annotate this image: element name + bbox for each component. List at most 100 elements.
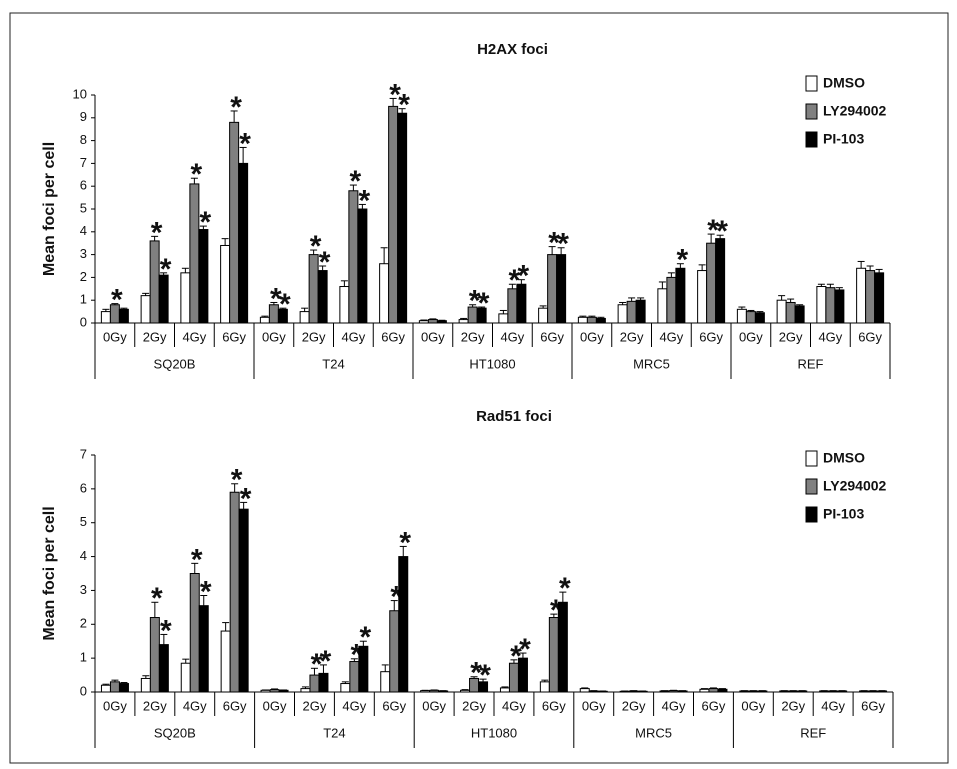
significance-star: *	[160, 614, 172, 647]
significance-star: *	[151, 216, 163, 249]
group-label: HT1080	[471, 725, 517, 740]
significance-star: *	[518, 260, 530, 293]
bar	[539, 681, 550, 693]
x-tick-label: 0Gy	[580, 329, 604, 344]
bar	[389, 610, 400, 693]
x-tick-label: 0Gy	[582, 698, 606, 713]
y-tick-label: 0	[80, 314, 87, 329]
significance-star: *	[191, 543, 203, 576]
significance-star: *	[359, 184, 371, 217]
y-tick-label: 3	[80, 246, 87, 261]
bar	[668, 690, 679, 693]
bar	[499, 687, 510, 693]
legend-label: DMSO	[823, 450, 865, 466]
significance-star: *	[191, 158, 203, 191]
group-label: T24	[323, 725, 345, 740]
significance-star: *	[399, 526, 411, 559]
bar	[380, 671, 391, 693]
y-axis-label: Mean foci per cell	[41, 142, 58, 276]
bar	[547, 254, 558, 324]
bar	[348, 190, 359, 324]
x-tick-label: 0Gy	[421, 329, 445, 344]
bar	[278, 689, 289, 693]
x-tick-label: 4Gy	[659, 329, 683, 344]
chart-title: Rad51 foci	[476, 408, 552, 425]
bar	[339, 286, 350, 324]
x-tick-label: 2Gy	[461, 329, 485, 344]
x-tick-label: 6Gy	[861, 698, 885, 713]
legend-swatch	[805, 103, 818, 120]
x-tick-label: 2Gy	[143, 329, 167, 344]
significance-star: *	[111, 284, 123, 317]
bar	[397, 112, 408, 324]
bar	[699, 688, 710, 693]
bar	[379, 263, 390, 324]
bar	[357, 208, 368, 324]
bar	[398, 556, 409, 693]
bar	[118, 308, 129, 324]
bar	[785, 301, 796, 324]
bar	[708, 688, 719, 693]
significance-star: *	[557, 228, 569, 261]
y-tick-label: 6	[80, 480, 87, 495]
bar	[220, 630, 231, 693]
x-tick-label: 0Gy	[741, 698, 765, 713]
bar	[577, 316, 588, 324]
bar	[458, 319, 469, 324]
group-label: REF	[798, 356, 824, 371]
bar	[579, 688, 590, 693]
significance-star: *	[239, 127, 251, 160]
x-tick-label: 6Gy	[382, 698, 406, 713]
bar	[427, 319, 438, 324]
x-tick-label: 4Gy	[500, 329, 524, 344]
bar	[736, 308, 747, 324]
bar	[754, 312, 765, 324]
bar	[874, 272, 885, 324]
x-tick-label: 2Gy	[779, 329, 803, 344]
significance-star: *	[319, 246, 331, 279]
legend-swatch	[805, 75, 818, 92]
y-tick-label: 5	[80, 514, 87, 529]
significance-star: *	[160, 253, 172, 286]
x-tick-label: 2Gy	[302, 329, 326, 344]
bar	[149, 617, 160, 693]
bar	[388, 105, 399, 324]
x-tick-label: 2Gy	[143, 698, 167, 713]
bar	[548, 617, 559, 693]
legend-label: PI-103	[823, 131, 864, 147]
bar	[666, 276, 677, 324]
x-tick-label: 2Gy	[462, 698, 486, 713]
significance-star: *	[559, 572, 571, 605]
significance-star: *	[350, 165, 362, 198]
y-tick-label: 2	[80, 616, 87, 631]
bar	[717, 688, 728, 693]
significance-star: *	[151, 582, 163, 615]
bar	[538, 307, 549, 324]
bar	[856, 267, 867, 324]
x-tick-label: 6Gy	[222, 329, 246, 344]
bar	[706, 242, 717, 324]
y-tick-label: 1	[80, 650, 87, 665]
bar	[269, 689, 280, 693]
bar	[745, 311, 756, 324]
group-label: HT1080	[469, 356, 515, 371]
x-tick-label: 6Gy	[381, 329, 405, 344]
significance-star: *	[200, 575, 212, 608]
x-tick-label: 6Gy	[540, 329, 564, 344]
bar	[715, 238, 726, 324]
legend-swatch	[805, 506, 818, 523]
bar	[617, 304, 628, 324]
significance-star: *	[716, 215, 728, 248]
x-tick-label: 2Gy	[620, 329, 644, 344]
x-tick-label: 4Gy	[818, 329, 842, 344]
bar	[100, 684, 111, 693]
x-tick-label: 4Gy	[183, 698, 207, 713]
bar	[308, 254, 319, 324]
x-tick-label: 0Gy	[263, 698, 287, 713]
bar	[198, 229, 209, 324]
x-tick-label: 6Gy	[223, 698, 247, 713]
x-tick-label: 4Gy	[662, 698, 686, 713]
significance-star: *	[310, 230, 322, 263]
group-label: SQ20B	[154, 725, 196, 740]
